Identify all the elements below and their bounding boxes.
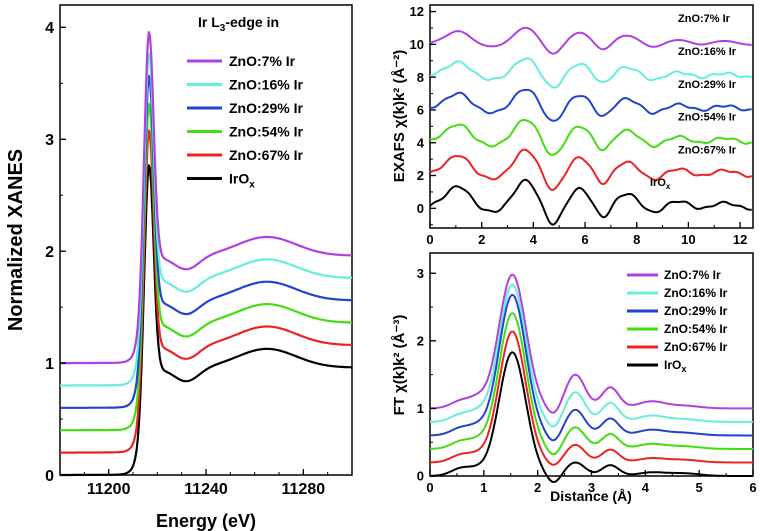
exafs-plot-area bbox=[429, 4, 754, 229]
ft-zno-54-ir-series-line bbox=[429, 312, 753, 456]
xanes-series-group bbox=[60, 31, 353, 477]
ft-legend-label-zno-54-ir: ZnO:54% Ir bbox=[664, 322, 728, 336]
ft-y-tick-label: 2 bbox=[417, 334, 424, 349]
exafs-label-zno-29-ir: ZnO:29% Ir bbox=[678, 79, 737, 91]
exafs-x-tick-label: 4 bbox=[530, 232, 538, 247]
exafs-y-axis-label: EXAFS χ(k)k² (Å⁻²) bbox=[391, 50, 408, 182]
ft-x-axis-label: Distance (Å) bbox=[550, 488, 632, 504]
ft-legend-label-zno-7-ir: ZnO:7% Ir bbox=[664, 268, 721, 282]
ft-y-tick-label: 1 bbox=[417, 401, 424, 416]
ft-legend-label-irox: IrOx bbox=[664, 358, 686, 374]
xanes-y-tick-label: 3 bbox=[45, 132, 54, 149]
xanes-x-tick-label: 11200 bbox=[87, 481, 131, 498]
ft-zno-16-ir-series-line bbox=[430, 283, 753, 428]
exafs-x-tick-label: 10 bbox=[681, 232, 695, 247]
xanes-zno-16-ir-series-line bbox=[60, 52, 353, 387]
ft-zno-67-ir-series-line bbox=[430, 330, 753, 466]
ft-zno-29-ir-series-line bbox=[429, 294, 753, 442]
xanes-irox-series-line bbox=[60, 164, 352, 477]
exafs-x-tick-label: 6 bbox=[581, 232, 588, 247]
xanes-zno-54-ir-series-line bbox=[60, 102, 352, 432]
exafs-y-tick-label: 10 bbox=[410, 37, 424, 52]
exafs-y-tick-label: 8 bbox=[417, 70, 424, 85]
ft-x-tick-label: 3 bbox=[588, 480, 595, 495]
ft-x-tick-label: 1 bbox=[480, 480, 487, 495]
xanes-zno-7-ir-series-line bbox=[60, 31, 352, 365]
xanes-legend-title: Ir L3-edge in bbox=[198, 14, 279, 34]
exafs-zno-29-ir-series-line bbox=[430, 88, 752, 122]
ft-zno-7-ir-series-line bbox=[430, 273, 753, 414]
xanes-legend-label-irox: IrOx bbox=[229, 171, 255, 191]
ft-legend-label-zno-29-ir: ZnO:29% Ir bbox=[664, 304, 728, 318]
exafs-series-group bbox=[429, 26, 752, 226]
exafs-label-zno-7-ir: ZnO:7% Ir bbox=[678, 13, 731, 25]
ft-legend-label-zno-16-ir: ZnO:16% Ir bbox=[664, 286, 728, 300]
ft-x-tick-label: 6 bbox=[749, 480, 756, 495]
ft-x-tick-label: 2 bbox=[534, 480, 541, 495]
ft-x-tick-label: 0 bbox=[426, 480, 433, 495]
ft-y-tick-label: 0 bbox=[417, 469, 424, 484]
xanes-x-tick-label: 11280 bbox=[282, 481, 326, 498]
exafs-irox-series-line bbox=[429, 178, 752, 226]
exafs-zno-7-ir-series-line bbox=[429, 26, 752, 55]
xanes-legend-label-zno-29-ir: ZnO:29% Ir bbox=[229, 100, 303, 116]
exafs-zno-54-ir-series-line bbox=[429, 118, 752, 156]
xanes-y-tick-label: 4 bbox=[45, 20, 54, 37]
exafs-zno-67-ir-series-line bbox=[429, 148, 752, 191]
exafs-label-zno-67-ir: ZnO:67% Ir bbox=[678, 144, 737, 156]
xanes-legend: ZnO:7% Ir ZnO:16% Ir ZnO:29% Ir ZnO:54% Ir Z… bbox=[187, 53, 303, 191]
exafs-x-tick-label: 2 bbox=[478, 232, 485, 247]
xanes-zno-67-ir-series-line bbox=[60, 129, 352, 454]
exafs-legend: ZnO:7% Ir ZnO:16% Ir ZnO:29% Ir ZnO:54% Ir Z… bbox=[650, 13, 737, 191]
exafs-label-zno-16-ir: ZnO:16% Ir bbox=[678, 46, 737, 58]
ft-x-tick-label: 5 bbox=[696, 480, 703, 495]
xanes-legend-label-zno-67-ir: ZnO:67% Ir bbox=[229, 147, 303, 163]
ft-x-tick-label: 4 bbox=[642, 480, 650, 495]
xanes-legend-label-zno-7-ir: ZnO:7% Ir bbox=[229, 53, 296, 69]
exafs-label-zno-54-ir: ZnO:54% Ir bbox=[678, 112, 737, 124]
xanes-legend-label-zno-54-ir: ZnO:54% Ir bbox=[229, 124, 303, 140]
exafs-y-tick-label: 2 bbox=[417, 168, 424, 183]
xanes-legend-label-zno-16-ir: ZnO:16% Ir bbox=[229, 77, 303, 93]
exafs-y-tick-label: 12 bbox=[410, 4, 424, 19]
xanes-y-tick-label: 2 bbox=[45, 244, 54, 261]
exafs-x-tick-label: 8 bbox=[633, 232, 640, 247]
ft-irox-series-line bbox=[430, 351, 753, 483]
xanes-x-axis-label: Energy (eV) bbox=[156, 511, 256, 531]
ft-series-group bbox=[429, 273, 753, 483]
exafs-zno-16-ir-series-line bbox=[429, 57, 752, 89]
exafs-label-irox: IrOx bbox=[650, 177, 671, 191]
xanes-y-tick-label: 1 bbox=[45, 356, 54, 373]
ft-y-tick-label: 3 bbox=[417, 266, 424, 281]
exafs-y-tick-label: 0 bbox=[417, 201, 424, 216]
xanes-y-tick-label: 0 bbox=[45, 468, 54, 485]
ft-legend: ZnO:7% Ir ZnO:16% Ir ZnO:29% Ir ZnO:54% Ir Z… bbox=[627, 268, 728, 374]
exafs-x-tick-label: 12 bbox=[733, 232, 747, 247]
xanes-zno-29-ir-series-line bbox=[60, 74, 353, 409]
xanes-plot-area bbox=[59, 4, 353, 476]
exafs-y-tick-label: 6 bbox=[417, 103, 424, 118]
ft-y-axis-label: FT χ(k)k² (Å⁻³) bbox=[391, 315, 408, 416]
ft-legend-label-zno-67-ir: ZnO:67% Ir bbox=[664, 340, 728, 354]
exafs-y-tick-label: 4 bbox=[417, 135, 425, 150]
xanes-y-axis-label: Normalized XANES bbox=[5, 149, 27, 331]
exafs-x-tick-label: 0 bbox=[426, 232, 433, 247]
xanes-x-tick-label: 11240 bbox=[184, 481, 228, 498]
